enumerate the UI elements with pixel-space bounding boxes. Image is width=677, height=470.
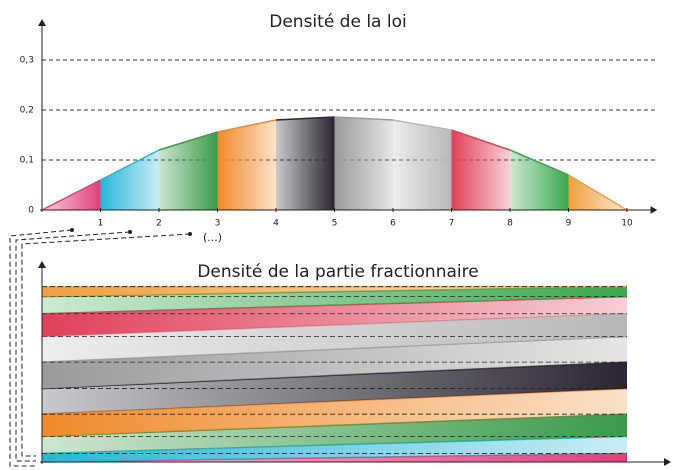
- area-segment: [218, 120, 277, 210]
- x-tick-label: 4: [273, 219, 279, 229]
- area-segment: [393, 120, 452, 210]
- x-tick-label: 7: [449, 219, 455, 229]
- chart-title: Densité de la partie fractionnaire: [197, 262, 478, 282]
- y-tick-label: 0,1: [20, 156, 34, 166]
- x-tick-label: 9: [566, 219, 572, 229]
- x-tick-label: 1: [98, 219, 104, 229]
- x-tick-label: 8: [507, 219, 513, 229]
- x-tick-label: 5: [332, 219, 338, 229]
- x-tick-label: 3: [215, 219, 221, 229]
- y-tick-label: 0: [28, 206, 34, 216]
- y-tick-label: 0,2: [20, 106, 34, 116]
- figure: Densité de la loi Densité de la partie f…: [0, 0, 677, 470]
- chart-title: Densité de la loi: [269, 12, 406, 32]
- annotation: (...): [203, 231, 222, 244]
- x-tick-label: 6: [390, 219, 396, 229]
- area-segment: [335, 117, 394, 210]
- x-tick-label: 10: [621, 219, 633, 229]
- area-segment: [452, 130, 511, 210]
- area-segment: [276, 117, 335, 210]
- area-segment: [510, 150, 569, 210]
- area-segment: [101, 150, 160, 210]
- x-tick-label: 2: [156, 219, 162, 229]
- y-tick-label: 0,3: [20, 56, 34, 66]
- area-segment: [159, 132, 218, 210]
